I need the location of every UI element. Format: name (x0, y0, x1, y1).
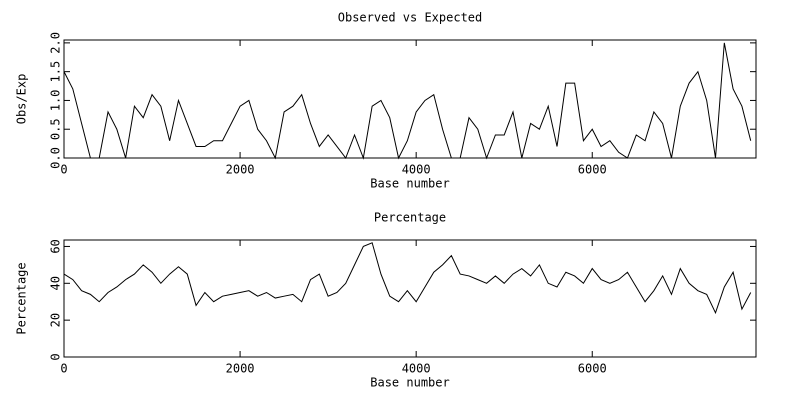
plot-frame (63, 239, 757, 358)
x-axis-label: Base number (370, 177, 449, 191)
y-tick-label: 20 (49, 313, 63, 327)
x-tick-label: 0 (60, 362, 67, 376)
plot-frame (63, 39, 757, 159)
y-tick-label: 40 (49, 276, 63, 290)
y-tick-label: 0 (49, 353, 63, 360)
y-tick-label: 60 (49, 239, 63, 253)
chart-title: Percentage (374, 211, 446, 225)
x-axis-label: Base number (370, 376, 449, 390)
x-tick-label: 4000 (402, 362, 431, 376)
y-axis-label: Obs/Exp (15, 74, 29, 125)
x-tick-label: 6000 (578, 362, 607, 376)
y-tick-label: 1.0 (49, 90, 63, 112)
y-tick-label: 1.5 (49, 61, 63, 83)
y-axis-label: Percentage (15, 262, 29, 334)
data-line (63, 42, 752, 160)
y-tick-label: 0.5 (49, 118, 63, 140)
x-tick-label: 6000 (578, 163, 607, 177)
x-tick-label: 2000 (226, 362, 255, 376)
x-tick-label: 0 (60, 163, 67, 177)
data-line (63, 242, 752, 315)
y-tick-label: 2.0 (49, 32, 63, 54)
y-tick-label: 0.0 (49, 147, 63, 169)
x-tick-label: 2000 (226, 163, 255, 177)
chart-title: Observed vs Expected (338, 11, 483, 25)
x-tick-label: 4000 (402, 163, 431, 177)
